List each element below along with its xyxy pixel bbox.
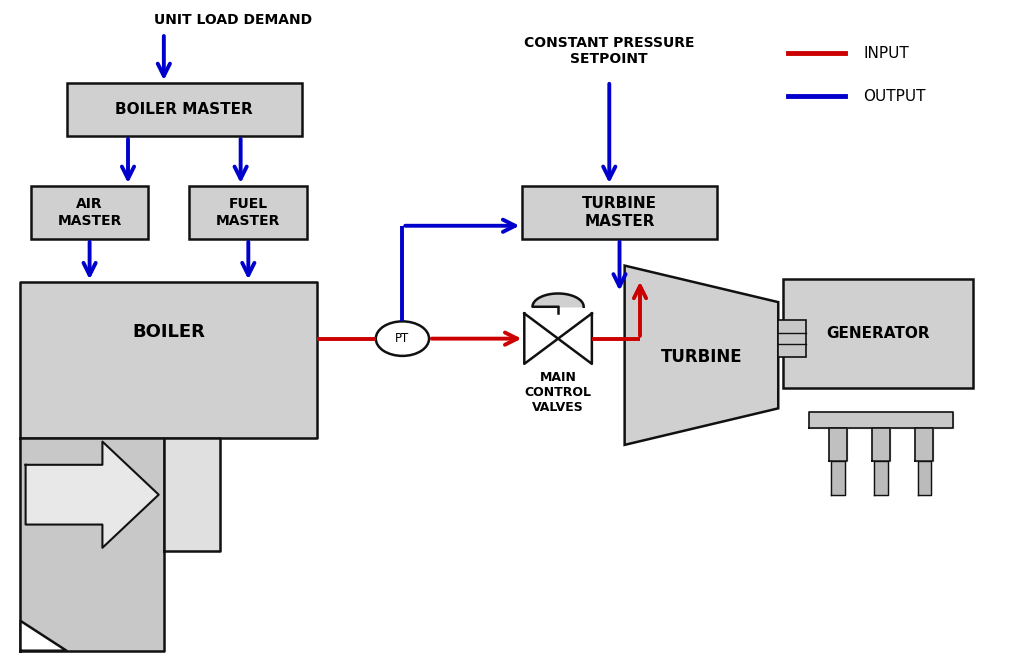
FancyBboxPatch shape [522, 186, 717, 239]
Polygon shape [26, 442, 159, 548]
Text: UNIT LOAD DEMAND: UNIT LOAD DEMAND [154, 13, 311, 27]
Text: GENERATOR: GENERATOR [826, 326, 930, 341]
FancyBboxPatch shape [31, 186, 148, 239]
Text: FUEL
MASTER: FUEL MASTER [216, 197, 281, 228]
Polygon shape [831, 461, 845, 495]
Text: INPUT: INPUT [863, 46, 909, 60]
Text: OUTPUT: OUTPUT [863, 89, 926, 104]
Polygon shape [532, 293, 584, 307]
Text: PT: PT [395, 332, 410, 345]
FancyBboxPatch shape [778, 320, 806, 357]
Polygon shape [558, 313, 592, 364]
Text: MAIN
CONTROL
VALVES: MAIN CONTROL VALVES [524, 371, 592, 414]
Polygon shape [915, 428, 933, 461]
Text: BOILER: BOILER [132, 323, 206, 341]
FancyBboxPatch shape [783, 279, 973, 388]
Text: AIR
MASTER: AIR MASTER [57, 197, 122, 228]
FancyBboxPatch shape [189, 186, 307, 239]
FancyBboxPatch shape [67, 83, 302, 136]
Polygon shape [20, 282, 317, 438]
Polygon shape [164, 438, 220, 551]
Polygon shape [625, 266, 778, 445]
Polygon shape [20, 438, 164, 651]
Polygon shape [20, 621, 67, 651]
Polygon shape [809, 412, 953, 428]
Polygon shape [829, 428, 847, 461]
Polygon shape [874, 461, 888, 495]
Circle shape [376, 321, 429, 356]
Polygon shape [872, 428, 890, 461]
Text: BOILER MASTER: BOILER MASTER [116, 102, 253, 117]
Text: CONSTANT PRESSURE
SETPOINT: CONSTANT PRESSURE SETPOINT [524, 37, 694, 66]
Polygon shape [524, 313, 558, 364]
Text: TURBINE
MASTER: TURBINE MASTER [582, 197, 657, 228]
Polygon shape [918, 461, 931, 495]
Text: TURBINE: TURBINE [660, 347, 742, 366]
